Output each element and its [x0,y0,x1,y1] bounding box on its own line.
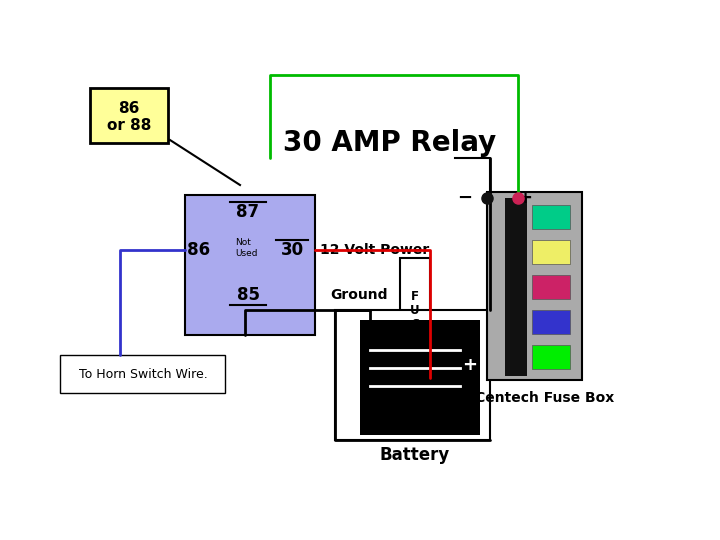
Text: Not
Used: Not Used [235,238,258,258]
Bar [532,310,570,334]
Bar [487,192,582,380]
Text: +: + [462,356,477,374]
Text: +: + [518,189,533,207]
Text: 86
or 88: 86 or 88 [107,101,151,133]
Text: F
U
S
E: F U S E [410,289,420,345]
Bar [400,258,430,378]
Bar [360,320,480,435]
Bar [90,88,168,143]
Bar [505,198,527,376]
Text: 12 Volt Power: 12 Volt Power [320,243,429,257]
Text: Centech Fuse Box: Centech Fuse Box [475,391,615,405]
Text: |86: |86 [181,241,210,259]
Bar [532,275,570,299]
Bar [60,355,225,393]
Text: 30 AMP Relay: 30 AMP Relay [284,129,497,157]
Bar [532,345,570,369]
Text: −: − [457,189,472,207]
Text: To Horn Switch Wire.: To Horn Switch Wire. [78,368,207,381]
Text: Ground: Ground [330,288,387,302]
Text: Battery: Battery [380,446,450,464]
Text: 85: 85 [236,286,259,304]
Bar [532,240,570,264]
Bar [185,195,315,335]
Bar [335,310,490,440]
Text: 87: 87 [236,203,260,221]
Text: 30: 30 [280,241,304,259]
Bar [532,205,570,229]
